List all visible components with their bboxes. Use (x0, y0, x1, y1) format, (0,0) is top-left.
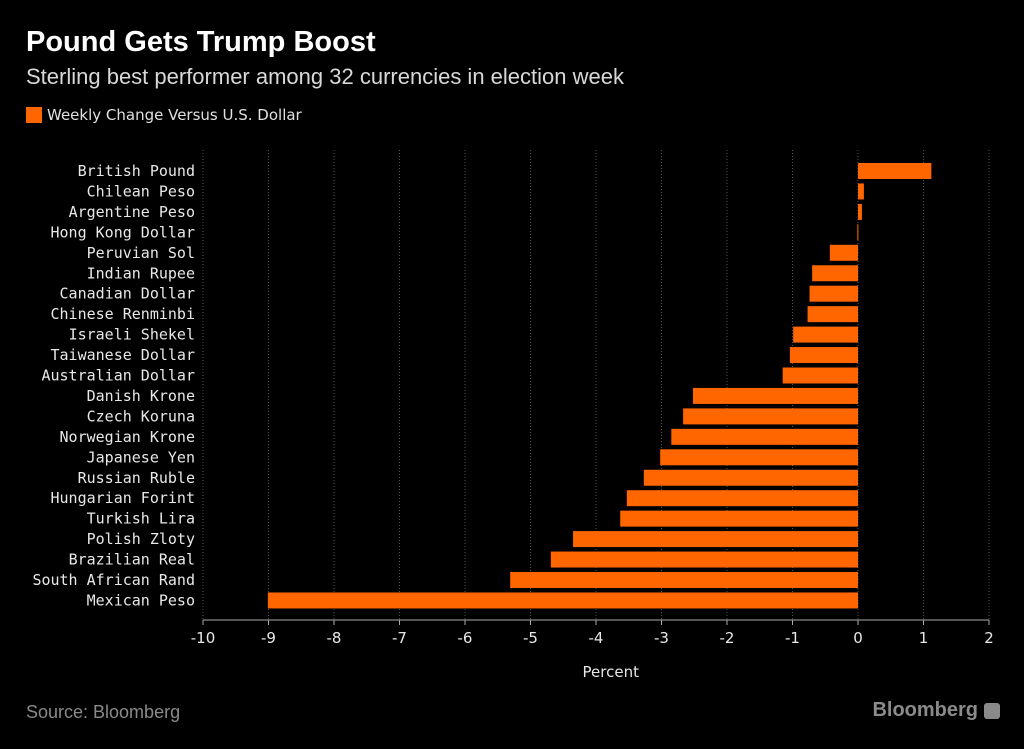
legend: Weekly Change Versus U.S. Dollar (26, 106, 302, 124)
category-label: Indian Rupee (87, 264, 195, 282)
x-tick-label: -5 (523, 629, 538, 647)
category-label: Polish Zloty (87, 530, 195, 548)
category-label: Brazilian Real (69, 551, 195, 569)
bar (829, 244, 858, 261)
bloomberg-icon (984, 702, 1000, 719)
bar (683, 408, 858, 425)
bar (858, 183, 864, 200)
category-label: South African Rand (32, 571, 195, 589)
bar (626, 490, 858, 507)
x-tick-label: -3 (654, 629, 669, 647)
bar (793, 326, 858, 343)
chart-subtitle: Sterling best performer among 32 currenc… (26, 64, 624, 89)
category-label: Israeli Shekel (69, 326, 195, 344)
bar (660, 449, 858, 466)
category-label: Turkish Lira (87, 510, 195, 528)
category-label: Hong Kong Dollar (51, 223, 196, 241)
x-axis-label: Percent (583, 663, 640, 681)
bar (812, 265, 858, 282)
bar (671, 428, 858, 445)
x-tick-label: -8 (327, 629, 342, 647)
chart-title: Pound Gets Trump Boost (26, 26, 376, 58)
category-label: Argentine Peso (69, 203, 195, 221)
bar (858, 163, 932, 179)
category-label: Mexican Peso (87, 591, 195, 609)
bar (573, 531, 858, 548)
bar (807, 306, 858, 323)
bar (267, 592, 859, 609)
category-label: Hungarian Forint (51, 489, 196, 507)
category-label: Japanese Yen (87, 448, 195, 466)
category-label: Norwegian Krone (60, 428, 195, 446)
bar (857, 224, 859, 241)
category-label: Danish Krone (87, 387, 195, 405)
x-tick-label: 1 (919, 629, 929, 647)
bar (692, 387, 858, 404)
x-tick-label: -10 (191, 629, 216, 647)
bar (789, 347, 858, 364)
bar (510, 572, 858, 588)
category-label: British Pound (78, 162, 195, 180)
bar (643, 469, 858, 486)
category-label: Russian Ruble (78, 469, 195, 487)
category-label: Peruvian Sol (87, 244, 195, 262)
bar (782, 367, 858, 384)
category-label: Chilean Peso (87, 182, 195, 200)
x-tick-label: -7 (392, 629, 407, 647)
x-tick-label: -1 (785, 629, 800, 647)
source-note: Source: Bloomberg (26, 702, 181, 722)
brand-logo: Bloomberg (872, 699, 1000, 722)
category-label: Czech Koruna (87, 407, 195, 425)
x-tick-label: 0 (853, 629, 863, 647)
legend-swatch (26, 107, 42, 123)
bar (550, 551, 858, 568)
x-tick-label: -2 (720, 629, 735, 647)
x-tick-label: -9 (261, 629, 276, 647)
x-tick-label: 2 (984, 629, 994, 647)
x-tick-label: -4 (589, 629, 604, 647)
brand-text: Bloomberg (872, 699, 978, 721)
category-label: Canadian Dollar (60, 285, 195, 303)
bar (620, 510, 858, 527)
category-label: Taiwanese Dollar (51, 346, 196, 364)
category-label: Chinese Renminbi (51, 305, 196, 323)
category-label: Australian Dollar (41, 367, 195, 385)
x-tick-label: -6 (458, 629, 473, 647)
legend-label: Weekly Change Versus U.S. Dollar (47, 106, 302, 124)
bar (858, 203, 862, 220)
bar (809, 285, 858, 302)
